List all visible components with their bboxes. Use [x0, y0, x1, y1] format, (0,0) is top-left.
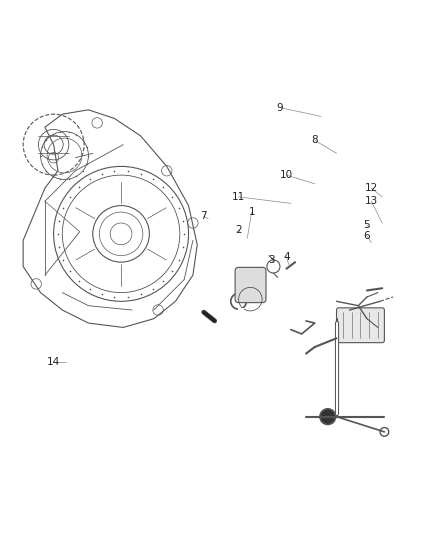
Text: 11: 11 — [232, 192, 245, 202]
Text: 4: 4 — [283, 252, 290, 262]
Text: 13: 13 — [365, 196, 378, 206]
Text: 12: 12 — [365, 183, 378, 193]
Circle shape — [320, 409, 336, 424]
Text: 3: 3 — [268, 255, 275, 265]
Text: 8: 8 — [311, 135, 318, 146]
Text: 2: 2 — [235, 224, 242, 235]
Text: 6: 6 — [364, 231, 370, 241]
Text: 1: 1 — [248, 207, 255, 217]
Text: 7: 7 — [201, 212, 207, 221]
Text: 5: 5 — [364, 220, 370, 230]
FancyBboxPatch shape — [235, 268, 266, 303]
FancyBboxPatch shape — [336, 308, 385, 343]
Text: 9: 9 — [277, 103, 283, 112]
Text: 14: 14 — [47, 357, 60, 367]
Text: 10: 10 — [280, 170, 293, 180]
